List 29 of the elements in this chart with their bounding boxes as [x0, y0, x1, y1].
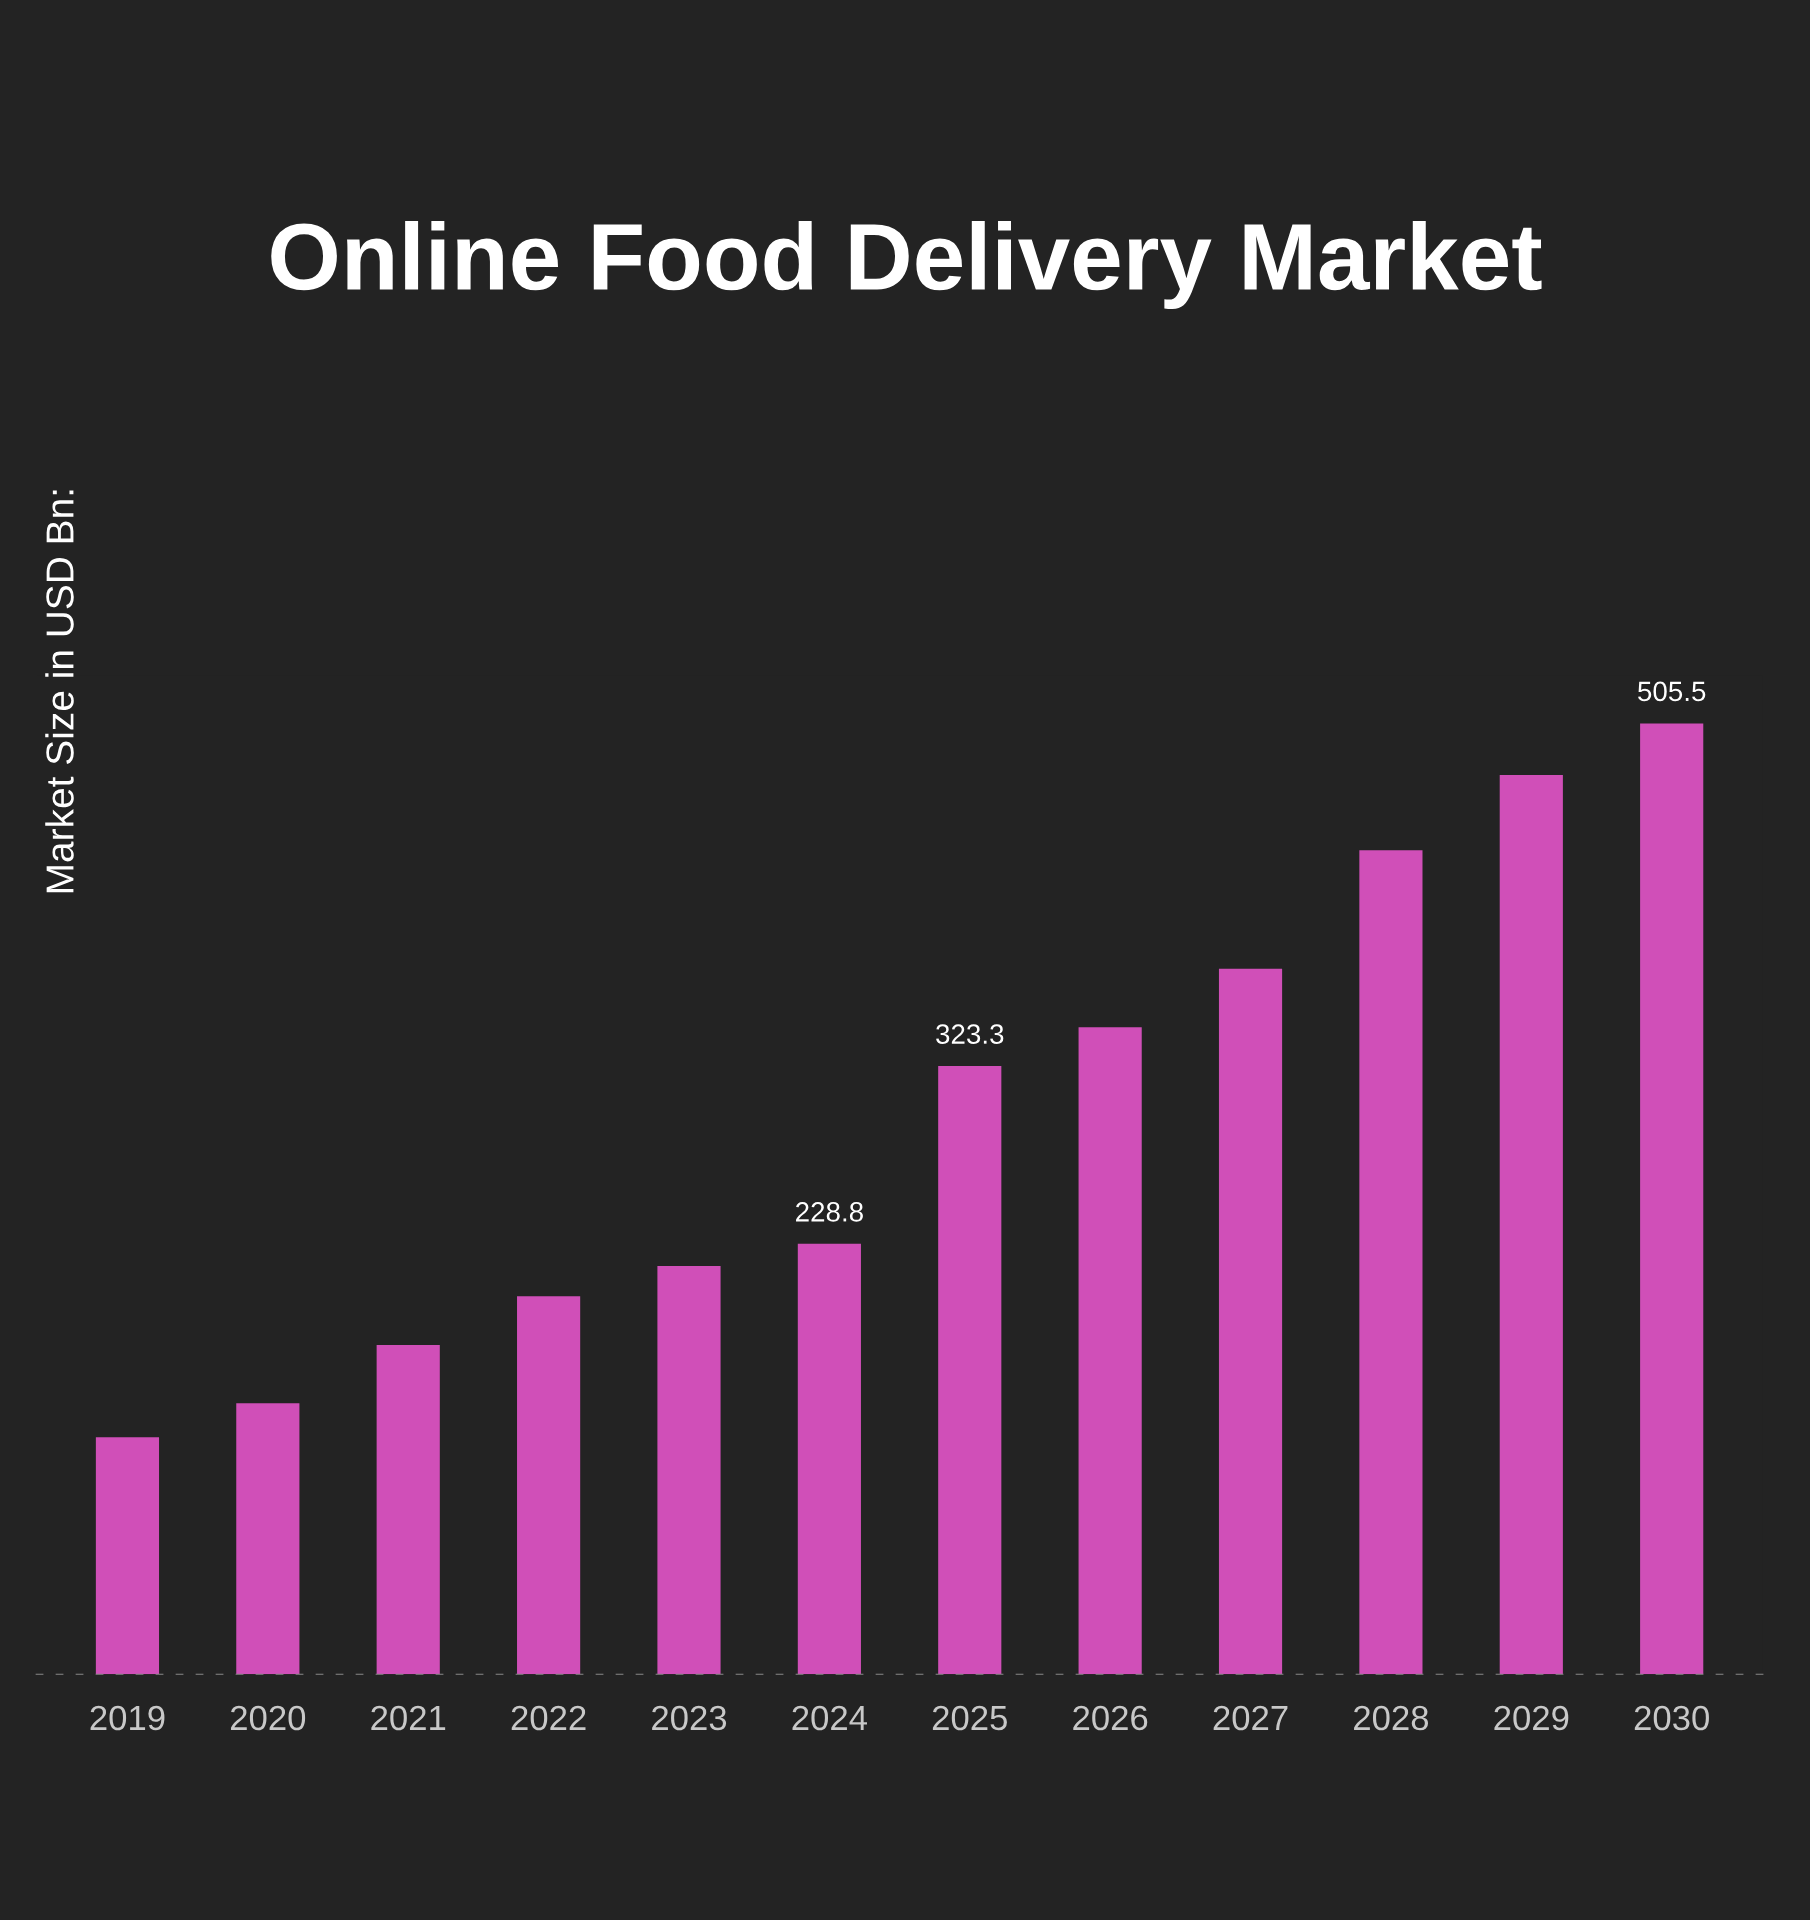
- x-tick-label: 2024: [792, 1705, 867, 1731]
- x-tick-label: 2020: [230, 1705, 306, 1731]
- x-tick-label: 2030: [1634, 1705, 1709, 1731]
- x-tick-label: 2027: [1213, 1705, 1288, 1731]
- bar: [1640, 723, 1704, 1675]
- bar: [236, 1403, 300, 1675]
- bar: [1359, 850, 1423, 1675]
- data-label: 228.8: [796, 1202, 863, 1222]
- x-tick-label: 2026: [1073, 1705, 1148, 1731]
- x-tick-label: 2028: [1354, 1705, 1429, 1731]
- y-axis-title: Market Size in USD Bn:: [45, 490, 74, 893]
- bar: [376, 1345, 440, 1675]
- bar: [1499, 775, 1563, 1675]
- x-tick-label: 2021: [371, 1705, 446, 1731]
- bar: [95, 1437, 160, 1675]
- bar: [1078, 1027, 1142, 1675]
- bar: [517, 1296, 581, 1675]
- x-tick-label: 2019: [90, 1705, 165, 1731]
- data-label: 323.3: [936, 1024, 1004, 1044]
- x-tick-label: 2025: [932, 1705, 1007, 1731]
- x-tick-label: 2022: [511, 1705, 586, 1731]
- x-tick-label: 2029: [1494, 1705, 1569, 1731]
- bar: [1218, 968, 1283, 1675]
- bar: [938, 1066, 1002, 1675]
- bar: [797, 1243, 861, 1675]
- data-label: 505.5: [1638, 681, 1706, 702]
- bar: [657, 1266, 721, 1675]
- chart-title: Online Food Delivery Market: [271, 220, 1542, 309]
- x-tick-label: 2023: [652, 1705, 727, 1731]
